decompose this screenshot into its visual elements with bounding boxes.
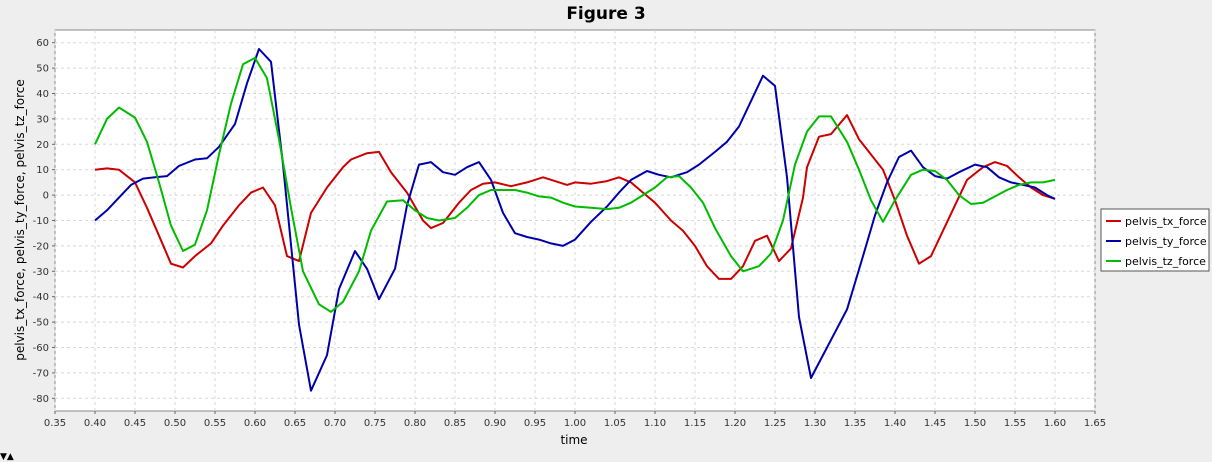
x-tick-label: 1.60 <box>1044 418 1066 429</box>
x-tick-label: 0.60 <box>244 418 266 429</box>
y-axis-ticks: 60 50 40 30 20 10 0 -10 -20 -30 -40 -50 -60 -70 -80 <box>33 38 55 405</box>
y-tick-label: -70 <box>33 368 49 379</box>
resize-icon[interactable]: ▼▲ <box>0 452 14 462</box>
series-lines <box>94 48 1056 392</box>
x-tick-label: 1.65 <box>1084 418 1106 429</box>
y-tick-label: -80 <box>33 394 49 405</box>
x-tick-label: 0.85 <box>444 418 466 429</box>
y-tick-label: 10 <box>36 165 49 176</box>
legend-entry-pelvis_tz_force: pelvis_tz_force <box>1125 255 1206 268</box>
y-tick-label: 30 <box>36 114 49 125</box>
x-tick-label: 1.35 <box>844 418 866 429</box>
legend-entry-pelvis_tx_force: pelvis_tx_force <box>1125 215 1207 228</box>
y-tick-label: -40 <box>33 292 49 303</box>
series-line-pelvis_ty_force <box>94 48 1056 392</box>
x-tick-label: 1.10 <box>644 418 666 429</box>
x-tick-label: 0.55 <box>204 418 226 429</box>
x-tick-label: 0.70 <box>324 418 346 429</box>
chart-title: Figure 3 <box>566 4 646 24</box>
x-tick-label: 0.65 <box>284 418 306 429</box>
x-axis-ticks: 0.35 0.40 0.45 0.50 0.55 0.60 0.65 0.70 0.75 0.80… <box>44 411 1106 429</box>
series-line-pelvis_tx_force <box>94 114 1056 280</box>
y-tick-label: 40 <box>36 89 49 100</box>
x-tick-label: 1.15 <box>684 418 706 429</box>
x-tick-label: 0.45 <box>124 418 146 429</box>
y-tick-label: 0 <box>43 191 49 202</box>
x-tick-label: 1.30 <box>804 418 826 429</box>
x-tick-label: 0.80 <box>404 418 426 429</box>
x-tick-label: 1.25 <box>764 418 786 429</box>
series-line-pelvis_tz_force <box>94 56 1056 313</box>
x-tick-label: 1.50 <box>964 418 986 429</box>
x-tick-label: 1.20 <box>724 418 746 429</box>
x-tick-label: 0.50 <box>164 418 186 429</box>
legend-entry-pelvis_ty_force: pelvis_ty_force <box>1125 235 1207 248</box>
x-tick-label: 1.45 <box>924 418 946 429</box>
y-tick-label: -50 <box>33 318 49 329</box>
x-tick-label: 0.90 <box>484 418 506 429</box>
x-axis-label: time <box>560 433 587 447</box>
x-tick-label: 0.40 <box>84 418 106 429</box>
y-axis-label: pelvis_tx_force, pelvis_ty_force, pelvis… <box>13 79 27 361</box>
y-tick-label: -20 <box>33 241 49 252</box>
x-tick-label: 0.95 <box>524 418 546 429</box>
y-tick-label: 50 <box>36 64 49 75</box>
x-tick-label: 1.05 <box>604 418 626 429</box>
y-tick-label: -60 <box>33 343 49 354</box>
x-tick-label: 0.35 <box>44 418 66 429</box>
y-tick-label: -10 <box>33 216 49 227</box>
legend: pelvis_tx_force pelvis_ty_force pelvis_tz_… <box>1100 208 1210 272</box>
y-tick-label: 60 <box>36 38 49 49</box>
y-tick-label: 20 <box>36 140 49 151</box>
y-tick-label: -30 <box>33 267 49 278</box>
x-tick-label: 1.00 <box>564 418 586 429</box>
x-tick-label: 1.40 <box>884 418 906 429</box>
x-tick-label: 0.75 <box>364 418 386 429</box>
x-tick-label: 1.55 <box>1004 418 1026 429</box>
